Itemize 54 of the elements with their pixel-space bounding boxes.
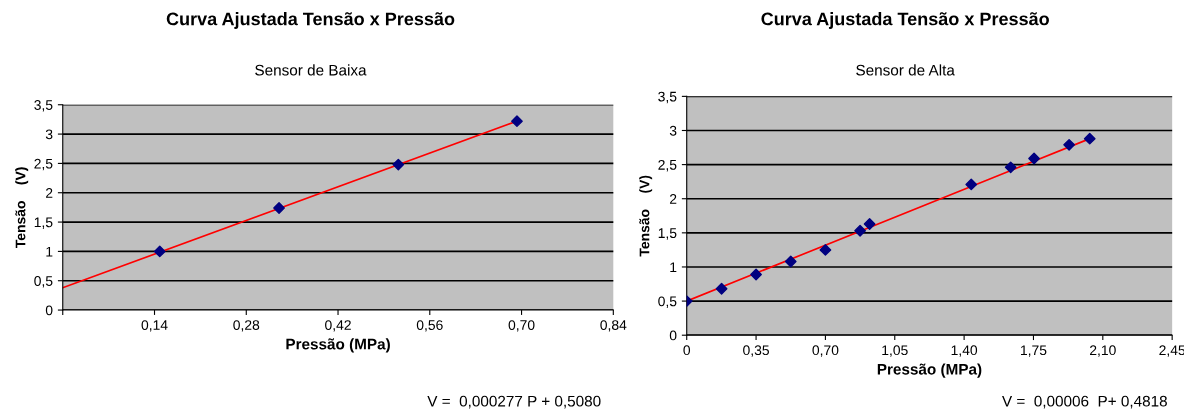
chart-subtitle: Sensor de Alta xyxy=(856,64,955,76)
y-tick-label: 3 xyxy=(669,125,677,136)
x-tick-label: 0,56 xyxy=(416,320,443,332)
y-tick-label: 3,5 xyxy=(658,91,677,104)
y-tick-label: 3 xyxy=(45,129,53,140)
point xyxy=(392,158,405,171)
point xyxy=(965,178,978,191)
y-tick-label: 0 xyxy=(669,330,677,341)
x-axis-title: Pressão (MPa) xyxy=(877,363,982,378)
x-tick-label: 0,35 xyxy=(743,345,769,357)
y-tick-label: 2,5 xyxy=(658,159,677,172)
point xyxy=(153,245,166,258)
point xyxy=(819,244,832,256)
point xyxy=(784,255,797,268)
chart-title: Curva Ajustada Tensão x Pressão xyxy=(761,12,1049,29)
y-tick-label: 2 xyxy=(669,194,677,204)
y-tick-label: 1,5 xyxy=(34,217,53,229)
x-tick-label: 1,75 xyxy=(1021,345,1047,357)
point xyxy=(1028,152,1040,165)
text: V = 0,00006 P+ 0,4818 xyxy=(1002,395,1167,409)
x-tick-label: 0,42 xyxy=(325,320,351,332)
x-tick-label: 2,10 xyxy=(1090,345,1116,357)
point xyxy=(1083,132,1096,145)
chart-title: Curva Ajustada Tensão x Pressão xyxy=(166,12,455,29)
text: V = 0,000277 P + 0,5080 xyxy=(427,395,601,409)
point xyxy=(863,218,876,230)
point xyxy=(715,282,728,295)
x-tick-label: 1,05 xyxy=(882,345,908,357)
x-tick-label: 1,40 xyxy=(951,345,978,357)
y-tick-label: 2 xyxy=(46,188,53,198)
y-axis-title: Tensão (V) xyxy=(639,175,653,257)
point xyxy=(750,268,762,281)
y-tick-label: 0 xyxy=(45,305,53,316)
point xyxy=(1063,138,1076,151)
y-tick-label: 2,5 xyxy=(34,158,53,171)
x-tick-label: 0 xyxy=(683,345,691,356)
y-tick-label: 0,5 xyxy=(34,276,53,288)
y-tick-label: 1 xyxy=(670,262,677,272)
x-tick-label: 0,28 xyxy=(233,320,260,332)
point xyxy=(1004,161,1017,174)
y-tick-label: 0,5 xyxy=(658,296,677,308)
point xyxy=(511,115,523,128)
y-tick-label: 1 xyxy=(46,246,53,257)
x-tick-label: 0,70 xyxy=(812,345,839,357)
x-tick-label: 0,14 xyxy=(141,320,168,332)
x-axis-title: Pressão (MPa) xyxy=(286,338,390,353)
chart-subtitle: Sensor de Baixa xyxy=(255,64,367,76)
point xyxy=(854,224,866,237)
x-tick-label: 0,84 xyxy=(600,320,627,332)
x-tick-label: 0,70 xyxy=(508,320,535,332)
y-tick-label: 3,5 xyxy=(34,100,53,112)
point xyxy=(273,202,285,214)
y-tick-label: 1,5 xyxy=(658,228,677,240)
y-axis-title: Tensão (V) xyxy=(15,167,29,249)
